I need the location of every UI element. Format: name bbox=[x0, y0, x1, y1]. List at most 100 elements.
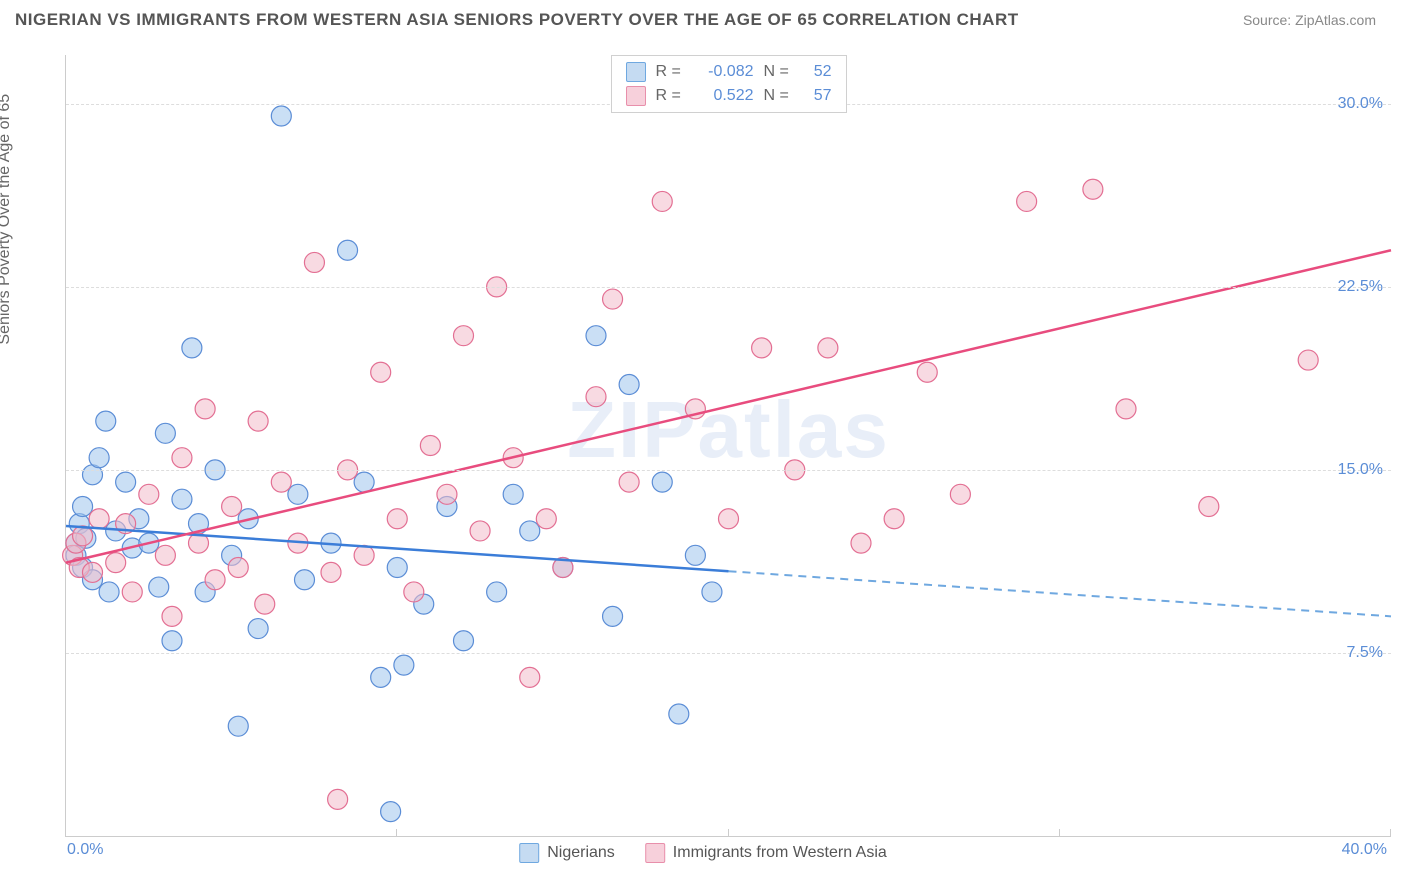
chart-header: NIGERIAN VS IMMIGRANTS FROM WESTERN ASIA… bbox=[0, 0, 1406, 35]
data-point bbox=[404, 582, 424, 602]
data-point bbox=[83, 562, 103, 582]
data-point bbox=[228, 558, 248, 578]
data-point bbox=[155, 545, 175, 565]
y-tick-label: 22.5% bbox=[1338, 278, 1383, 296]
data-point bbox=[420, 436, 440, 456]
r-label: R = bbox=[656, 87, 684, 105]
data-point bbox=[172, 448, 192, 468]
data-point bbox=[271, 472, 291, 492]
data-point bbox=[96, 411, 116, 431]
data-point bbox=[520, 521, 540, 541]
data-point bbox=[851, 533, 871, 553]
data-point bbox=[116, 472, 136, 492]
data-point bbox=[669, 704, 689, 724]
data-point bbox=[652, 472, 672, 492]
data-point bbox=[454, 326, 474, 346]
y-tick-label: 7.5% bbox=[1347, 644, 1383, 662]
swatch-blue-icon bbox=[519, 843, 539, 863]
data-point bbox=[394, 655, 414, 675]
correlation-legend: R = -0.082 N = 52 R = 0.522 N = 57 bbox=[611, 55, 847, 113]
data-point bbox=[454, 631, 474, 651]
chart-title: NIGERIAN VS IMMIGRANTS FROM WESTERN ASIA… bbox=[15, 10, 1019, 30]
data-point bbox=[950, 484, 970, 504]
data-point bbox=[1298, 350, 1318, 370]
legend-label-nigerians: Nigerians bbox=[547, 844, 615, 862]
data-point bbox=[222, 497, 242, 517]
data-point bbox=[354, 472, 374, 492]
data-point bbox=[162, 606, 182, 626]
data-point bbox=[255, 594, 275, 614]
data-point bbox=[536, 509, 556, 529]
data-point bbox=[619, 472, 639, 492]
data-point bbox=[99, 582, 119, 602]
data-point bbox=[685, 545, 705, 565]
data-point bbox=[354, 545, 374, 565]
y-tick-label: 15.0% bbox=[1338, 461, 1383, 479]
data-point bbox=[371, 362, 391, 382]
data-point bbox=[248, 411, 268, 431]
legend-item-nigerians: Nigerians bbox=[519, 843, 615, 863]
y-axis-label: Seniors Poverty Over the Age of 65 bbox=[0, 94, 14, 345]
r-value-pink: 0.522 bbox=[694, 87, 754, 105]
series-legend: Nigerians Immigrants from Western Asia bbox=[519, 843, 887, 863]
data-point bbox=[328, 789, 348, 809]
data-point bbox=[652, 191, 672, 211]
x-tick-start: 0.0% bbox=[67, 841, 103, 859]
legend-row-pink: R = 0.522 N = 57 bbox=[626, 84, 832, 108]
data-point bbox=[295, 570, 315, 590]
data-point bbox=[586, 387, 606, 407]
legend-label-western-asia: Immigrants from Western Asia bbox=[673, 844, 887, 862]
data-point bbox=[73, 497, 93, 517]
data-point bbox=[271, 106, 291, 126]
legend-row-blue: R = -0.082 N = 52 bbox=[626, 60, 832, 84]
data-point bbox=[106, 553, 126, 573]
n-value-pink: 57 bbox=[802, 87, 832, 105]
legend-item-western-asia: Immigrants from Western Asia bbox=[645, 843, 887, 863]
x-tick-end: 40.0% bbox=[1342, 841, 1387, 859]
data-point bbox=[719, 509, 739, 529]
n-label: N = bbox=[764, 63, 792, 81]
data-point bbox=[89, 448, 109, 468]
data-point bbox=[1116, 399, 1136, 419]
data-point bbox=[1017, 191, 1037, 211]
data-point bbox=[619, 374, 639, 394]
data-point bbox=[195, 399, 215, 419]
data-point bbox=[1083, 179, 1103, 199]
data-point bbox=[586, 326, 606, 346]
data-point bbox=[603, 289, 623, 309]
data-point bbox=[149, 577, 169, 597]
data-point bbox=[182, 338, 202, 358]
plot-area: ZIPatlas R = -0.082 N = 52 R = 0.522 N =… bbox=[65, 55, 1391, 837]
data-point bbox=[248, 619, 268, 639]
data-point bbox=[338, 240, 358, 260]
swatch-blue-icon bbox=[626, 62, 646, 82]
n-value-blue: 52 bbox=[802, 63, 832, 81]
r-label: R = bbox=[656, 63, 684, 81]
data-point bbox=[884, 509, 904, 529]
y-tick-label: 30.0% bbox=[1338, 95, 1383, 113]
swatch-pink-icon bbox=[645, 843, 665, 863]
data-point bbox=[752, 338, 772, 358]
r-value-blue: -0.082 bbox=[694, 63, 754, 81]
data-point bbox=[172, 489, 192, 509]
data-point bbox=[122, 582, 142, 602]
data-point bbox=[387, 558, 407, 578]
data-point bbox=[321, 562, 341, 582]
data-point bbox=[702, 582, 722, 602]
scatter-svg bbox=[66, 55, 1391, 836]
trend-line-extrapolated bbox=[729, 571, 1392, 616]
data-point bbox=[470, 521, 490, 541]
data-point bbox=[487, 582, 507, 602]
chart-container: Seniors Poverty Over the Age of 65 ZIPat… bbox=[15, 45, 1391, 877]
data-point bbox=[139, 484, 159, 504]
data-point bbox=[162, 631, 182, 651]
data-point bbox=[437, 484, 457, 504]
data-point bbox=[818, 338, 838, 358]
data-point bbox=[387, 509, 407, 529]
data-point bbox=[603, 606, 623, 626]
data-point bbox=[503, 484, 523, 504]
data-point bbox=[381, 802, 401, 822]
data-point bbox=[155, 423, 175, 443]
data-point bbox=[89, 509, 109, 529]
data-point bbox=[371, 667, 391, 687]
